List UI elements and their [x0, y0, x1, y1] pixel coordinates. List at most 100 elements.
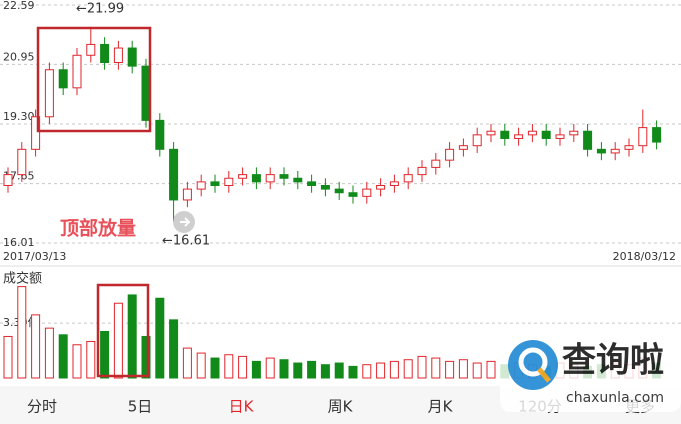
candle-body: [389, 181, 399, 186]
volume-bar: [58, 334, 68, 379]
high-annotation: ←21.99: [76, 2, 124, 17]
volume-bar: [224, 354, 234, 379]
highlight-box: [96, 283, 150, 378]
candle-body: [638, 127, 648, 147]
candle-body: [86, 43, 96, 56]
volume-bar: [403, 359, 413, 379]
volume-bar: [251, 360, 261, 379]
volume-bar: [86, 340, 96, 379]
y-tick-label: 20.95: [3, 50, 35, 63]
volume-bar: [472, 362, 482, 379]
candle-body: [44, 69, 54, 118]
candle-body: [376, 184, 386, 190]
watermark: 查询啦 chaxunla.com: [500, 332, 681, 412]
candle-body: [72, 54, 82, 89]
candle-body: [169, 148, 179, 201]
tab[interactable]: 月K: [428, 398, 454, 416]
candle-body: [155, 119, 165, 150]
volume-bar: [182, 347, 192, 379]
end-date: 2018/03/12: [613, 250, 676, 263]
arrow-glyph: [180, 217, 191, 227]
low-annotation: ←16.61: [162, 234, 210, 249]
volume-bar: [445, 360, 455, 379]
volume-bar: [3, 335, 13, 379]
tab[interactable]: 日K: [229, 398, 255, 416]
volume-bar: [279, 359, 289, 379]
candle-body: [210, 181, 220, 186]
candle-body: [500, 130, 510, 139]
candle-body: [293, 177, 303, 183]
candle-body: [486, 130, 496, 136]
candle-body: [113, 47, 123, 64]
volume-bar: [31, 314, 41, 379]
candle-body: [127, 47, 137, 67]
tab[interactable]: 周K: [328, 398, 354, 416]
volume-bar: [307, 360, 317, 379]
volume-bar: [72, 344, 82, 379]
note-annotation: 顶部放量: [60, 217, 136, 240]
volume-bar: [389, 360, 399, 379]
volume-bar: [238, 355, 248, 379]
volume-bar: [113, 302, 123, 379]
candle-body: [238, 174, 248, 179]
candle-body: [514, 134, 524, 139]
volume-bar: [293, 362, 303, 379]
candle-body: [334, 188, 344, 194]
watermark-icon-q: [518, 347, 548, 377]
candle-body: [320, 184, 330, 190]
candle-body: [610, 148, 620, 154]
candle-body: [182, 188, 192, 201]
candle-body: [224, 177, 234, 186]
candle-body: [251, 174, 261, 183]
candle-body: [196, 181, 206, 190]
candle-body: [58, 69, 68, 89]
volume-bar: [348, 365, 358, 379]
candle-body: [348, 192, 358, 197]
volume-bar: [141, 335, 151, 379]
volume-bar: [210, 357, 220, 379]
highlight-box: [36, 26, 152, 133]
watermark-icon-tail: [537, 367, 551, 383]
volume-bar: [196, 352, 206, 379]
volume-bar: [334, 362, 344, 379]
candle-body: [362, 188, 372, 197]
volume-bar: [155, 297, 165, 379]
candle-body: [527, 130, 537, 136]
candle-body: [3, 174, 13, 186]
candle-body: [569, 130, 579, 136]
candle-body: [445, 148, 455, 161]
volume-bar: [127, 294, 137, 379]
candle-body: [279, 174, 289, 179]
tab[interactable]: 5日: [128, 398, 153, 416]
candle-body: [583, 130, 593, 150]
y-tick-label: 16.01: [3, 236, 35, 249]
volume-bar: [17, 286, 27, 379]
y-tick-label: 22.59: [3, 0, 35, 12]
candle-body: [100, 43, 110, 64]
candle-body: [403, 174, 413, 183]
candle-body: [472, 134, 482, 147]
candle-body: [458, 145, 468, 150]
candle-body: [541, 130, 551, 139]
candle-body: [431, 159, 441, 168]
watermark-url: chaxunla.com: [566, 390, 664, 406]
volume-bar: [458, 359, 468, 379]
candle-body: [417, 166, 427, 176]
start-date: 2017/03/13: [3, 250, 66, 263]
volume-bar: [376, 362, 386, 379]
candle-body: [17, 148, 27, 176]
volume-bar: [431, 357, 441, 379]
candle-body: [596, 148, 606, 154]
candle-body: [307, 181, 317, 186]
volume-bar: [169, 319, 179, 379]
candle-body: [652, 127, 662, 143]
candle-body: [265, 174, 275, 183]
candle-body: [624, 145, 634, 150]
volume-bar: [362, 364, 372, 379]
volume-label: 成交额: [3, 271, 42, 287]
volume-bar: [320, 364, 330, 379]
volume-bar: [486, 360, 496, 379]
volume-bar: [265, 357, 275, 379]
tab[interactable]: 分时: [27, 398, 57, 416]
